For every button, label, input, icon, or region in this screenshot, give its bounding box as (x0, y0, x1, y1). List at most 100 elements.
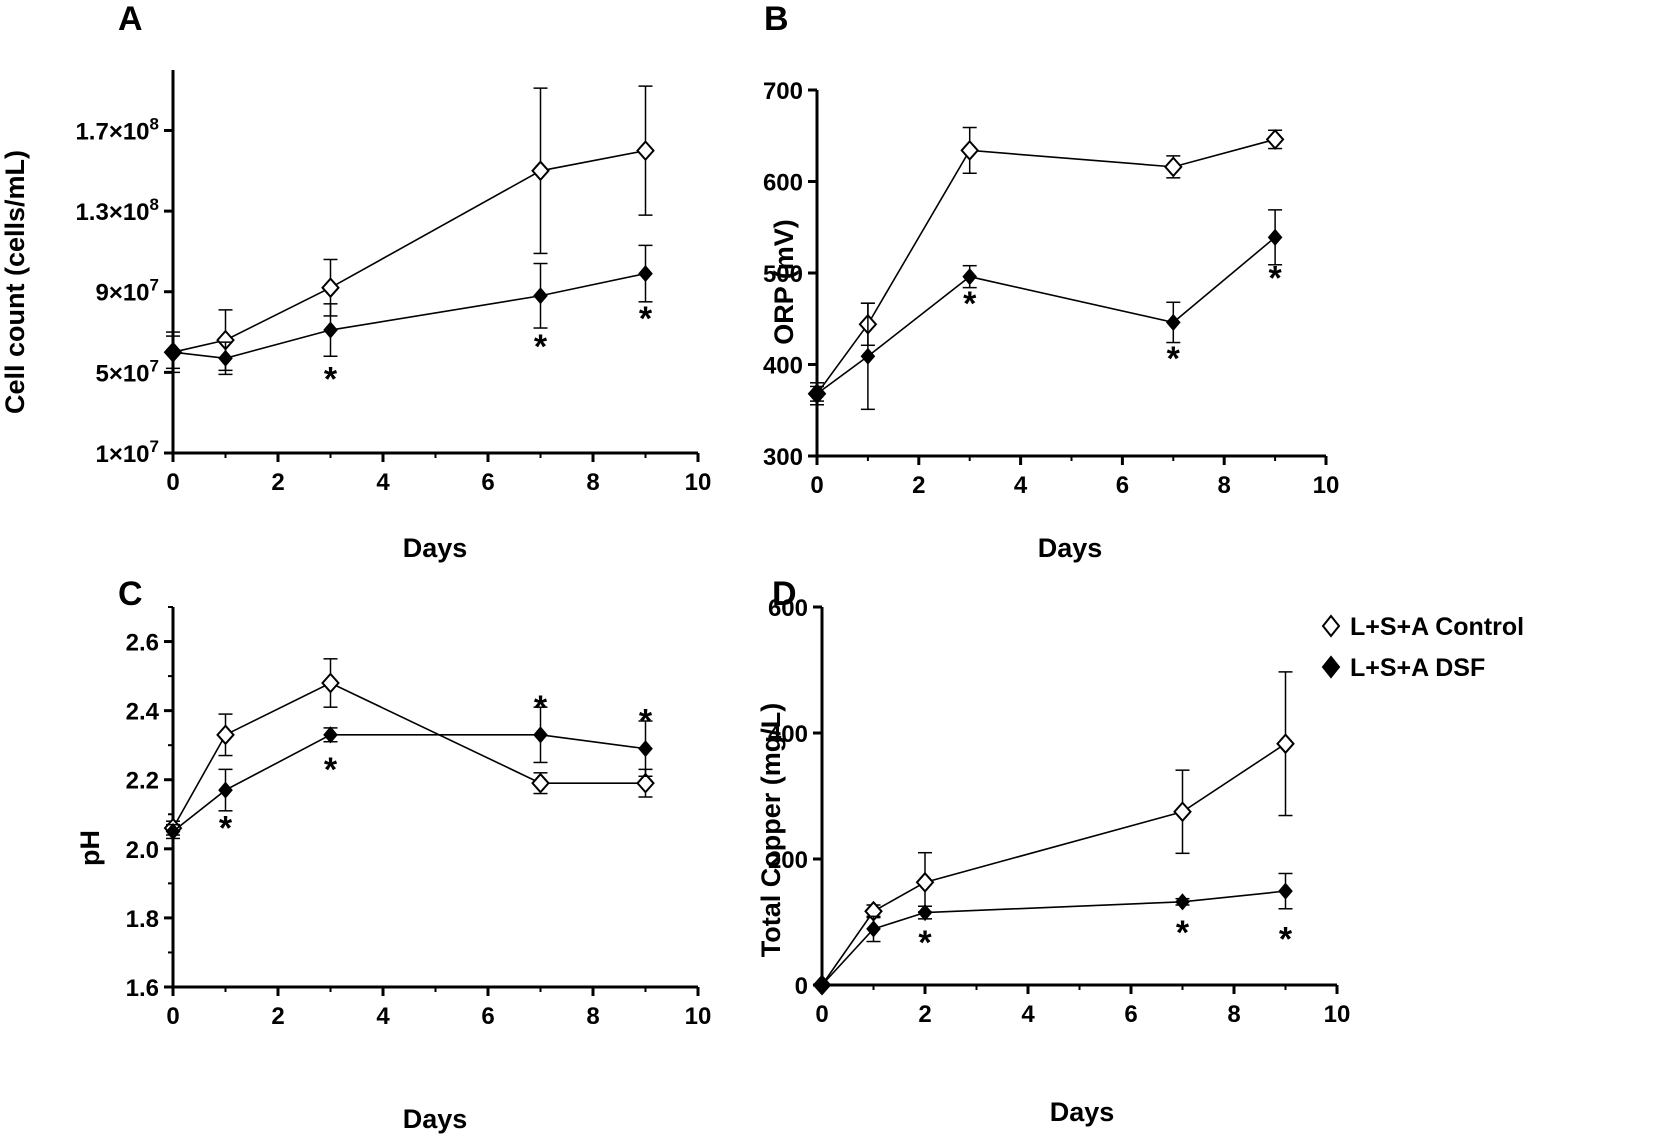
panel-b-significance-star: * (1167, 340, 1181, 378)
panel-b-significance-star: * (963, 285, 977, 323)
panel-b-x-tick-label: 8 (1218, 472, 1231, 499)
panel-b-dsf-point (962, 268, 978, 286)
panel-b-x-tick-label: 4 (1014, 472, 1028, 499)
panel-b-y-tick-label: 700 (763, 78, 803, 105)
panel-a-x-axis-title: Days (403, 533, 468, 563)
panel-c-dsf-point (218, 781, 233, 799)
panel-a-y-tick-label: 9×107 (95, 276, 159, 307)
panel-a-dsf-line (172, 272, 646, 360)
panel-a-x-tick-label: 8 (586, 469, 599, 496)
panel-c-dsf-point (165, 823, 181, 841)
panel-c-significance-star: * (534, 689, 548, 727)
panel-d-x-tick-label: 0 (815, 1001, 828, 1028)
panel-b-x-tick-label: 6 (1116, 472, 1129, 499)
panel-d-x-tick-label: 8 (1227, 1001, 1240, 1028)
panel-d-dsf-point (917, 904, 933, 922)
panel-d-dsf-line (821, 890, 1286, 986)
panel-d-x-axis-title: Days (1050, 1097, 1115, 1127)
panel-a-label: A (118, 0, 143, 38)
panel-b: B Days ORP (mV) 0 2 4 6 8 10 300 400 500 600 700 * *… (763, 0, 1339, 563)
panel-c-control-point (636, 772, 655, 794)
legend-entry-control: L+S+A Control (1321, 613, 1524, 641)
panel-b-y-tick-label: 500 (763, 261, 803, 288)
panel-b-control-point (1265, 128, 1285, 150)
panel-c-control-line (172, 682, 646, 829)
legend: L+S+A Control L+S+A DSF (1321, 613, 1524, 682)
panel-c: C Days pH 0 2 4 6 8 10 1.6 1.8 2.0 2.2 2.4 2.6 * * * * (75, 575, 711, 1134)
panel-a-significance-star: * (324, 360, 338, 398)
panel-b-label: B (764, 0, 789, 38)
panel-c-y-tick-label: 1.6 (126, 975, 159, 1002)
panel-b-control-point (960, 139, 980, 161)
panel-d-x-tick-label: 6 (1124, 1001, 1137, 1028)
panel-b-x-axis-title: Days (1038, 533, 1103, 563)
panel-d: D Days Total Copper (mg/L) 0 2 4 6 8 10 0 200 40… (756, 575, 1350, 1127)
panel-d-dsf-point (866, 920, 881, 938)
panel-d-x-tick-label: 2 (918, 1001, 931, 1028)
panel-a-dsf-point (533, 287, 548, 305)
panel-c-x-tick-label: 8 (586, 1003, 599, 1030)
panel-b-y-tick-label: 400 (763, 353, 803, 380)
panel-c-y-tick-label: 2.6 (126, 630, 159, 657)
panel-a-x-tick-label: 6 (481, 469, 494, 496)
panel-d-control-point (1276, 733, 1295, 755)
panel-a-y-tick-label: 1.7×108 (75, 114, 159, 145)
panel-c-control-point (531, 772, 550, 794)
panel-c-x-tick-label: 2 (271, 1003, 284, 1030)
panel-c-y-tick-label: 1.8 (126, 906, 159, 933)
panel-a-x-tick-label: 2 (271, 469, 284, 496)
panel-c-x-tick-label: 10 (685, 1003, 712, 1030)
panel-c-x-tick-label: 6 (481, 1003, 494, 1030)
panel-d-significance-star: * (1279, 920, 1293, 958)
panel-b-x-tick-label: 0 (810, 472, 823, 499)
panel-b-y-axis-title: ORP (mV) (769, 219, 799, 345)
panel-a-dsf-point (218, 349, 233, 367)
panel-c-x-axis-title: Days (403, 1104, 468, 1134)
panel-d-significance-star: * (918, 924, 932, 962)
panel-c-x-tick-label: 0 (166, 1003, 179, 1030)
panel-c-control-point (216, 724, 235, 746)
panel-a-y-tick-label: 5×107 (95, 356, 159, 387)
panel-d-y-tick-label: 600 (768, 595, 808, 622)
panel-d-y-tick-label: 0 (795, 973, 808, 1000)
panel-c-significance-star: * (219, 810, 233, 848)
panel-a: A Days Cell count (cells/mL) 0 2 4 6 8 10 1×10… (0, 0, 711, 563)
panel-b-control-line (816, 138, 1276, 395)
panel-b-control-point (1163, 156, 1183, 178)
panel-a-significance-star: * (639, 300, 653, 338)
panel-d-y-tick-label: 400 (768, 721, 808, 748)
panel-d-control-point (915, 871, 935, 893)
panel-a-x-tick-label: 4 (376, 469, 390, 496)
panel-a-y-tick-label: 1.3×108 (75, 195, 159, 226)
panel-d-dsf-point (1278, 882, 1293, 900)
panel-a-x-tick-label: 10 (685, 469, 712, 496)
panel-a-significance-star: * (534, 328, 548, 366)
panel-a-y-axis-title: Cell count (cells/mL) (0, 150, 30, 414)
panel-b-y-tick-label: 300 (763, 444, 803, 471)
panel-d-y-tick-label: 200 (768, 847, 808, 874)
panel-b-dsf-point (860, 347, 876, 365)
panel-a-y-tick-label: 1×107 (95, 437, 159, 468)
panel-a-dsf-point (323, 321, 338, 339)
filled-diamond-icon (1321, 655, 1341, 679)
panel-b-dsf-point (809, 385, 825, 403)
panel-c-y-axis-title: pH (75, 830, 105, 866)
panel-c-y-tick-label: 2.4 (126, 699, 160, 726)
panel-b-significance-star: * (1268, 260, 1282, 298)
panel-d-significance-star: * (1176, 914, 1190, 952)
panel-d-label: D (772, 575, 797, 613)
panel-c-label: C (118, 575, 143, 613)
panel-b-x-tick-label: 10 (1313, 472, 1340, 499)
panel-c-significance-star: * (324, 751, 338, 789)
legend-entry-dsf: L+S+A DSF (1321, 654, 1485, 682)
panel-d-dsf-point (814, 976, 830, 994)
panel-c-significance-star: * (639, 703, 653, 741)
panel-c-control-point (321, 672, 340, 694)
panel-a-control-point (636, 140, 655, 162)
panel-c-dsf-point (533, 726, 548, 744)
panel-c-y-tick-label: 2.0 (126, 837, 159, 864)
panel-b-dsf-point (1267, 228, 1283, 246)
panel-d-control-line (821, 743, 1286, 986)
panel-c-y-tick-label: 2.2 (126, 768, 159, 795)
